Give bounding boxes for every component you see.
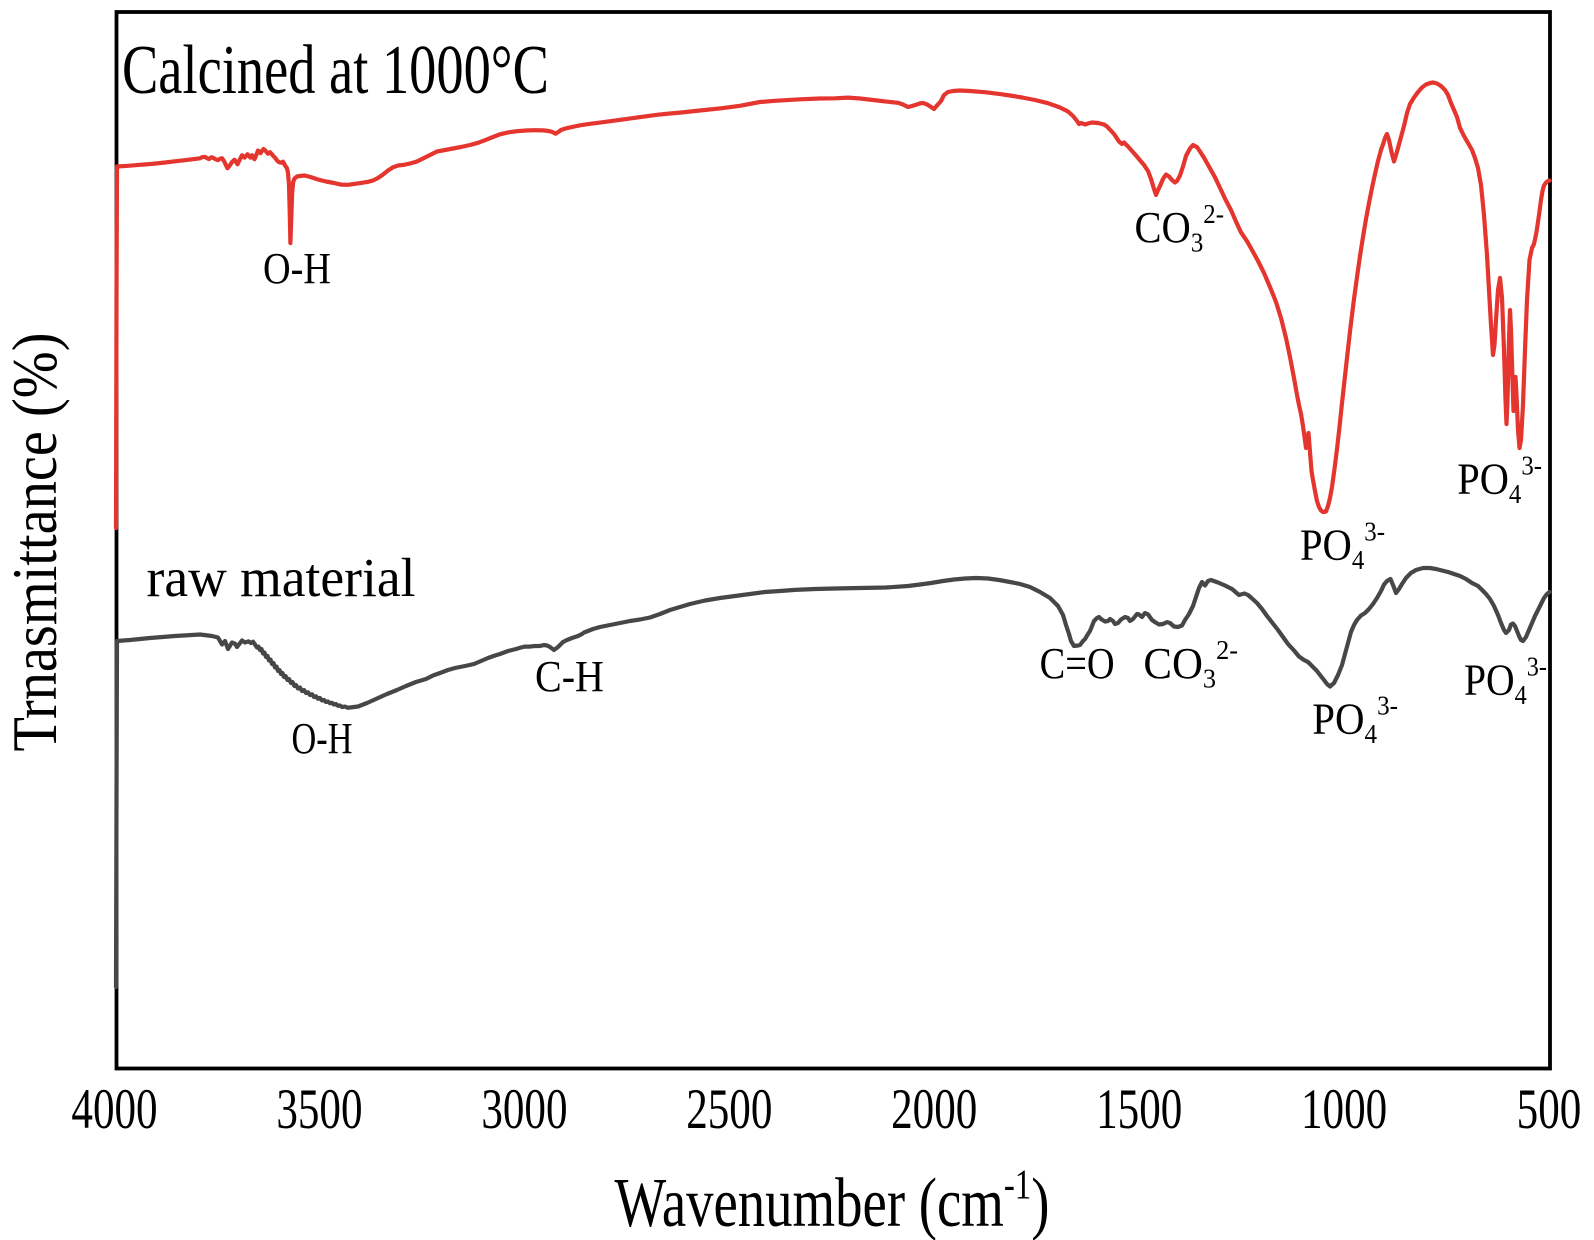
x-axis-title-main: Wavenumber (cm: [615, 1164, 1004, 1240]
annotation-c-h-7: C-H: [535, 653, 604, 701]
x-tick-4000: 4000: [71, 1077, 157, 1140]
annotation-po43--10: PO43-: [1312, 691, 1398, 750]
annotation-superscript: 3-: [1364, 517, 1385, 547]
annotation-calcinedat1000c-0: Calcined at 1000°C: [122, 30, 549, 108]
annotation-rawmaterial-1: raw material: [147, 547, 416, 608]
annotation-o-h-2: O-H: [263, 244, 331, 293]
annotation-main-text: PO: [1300, 521, 1352, 570]
annotation-main-text: CO: [1135, 204, 1191, 253]
x-tick-2000: 2000: [891, 1077, 977, 1140]
annotation-superscript: 2-: [1216, 635, 1238, 665]
annotation-o-h-6: O-H: [292, 714, 353, 763]
plot-frame: [114, 10, 1552, 1071]
y-axis-title: Trnasmittance (%): [0, 333, 71, 752]
x-tick-2500: 2500: [686, 1077, 772, 1140]
x-tick-1500: 1500: [1096, 1077, 1182, 1140]
annotation-main-text: PO: [1312, 695, 1364, 744]
x-tick-1000: 1000: [1301, 1077, 1387, 1140]
annotation-subscript: 3: [1191, 228, 1203, 258]
annotation-main-text: CO: [1143, 640, 1203, 689]
x-tick-500: 500: [1517, 1077, 1582, 1140]
x-tick-3000: 3000: [481, 1077, 567, 1140]
annotation-superscript: 2-: [1203, 199, 1224, 229]
annotation-subscript: 4: [1365, 719, 1378, 749]
annotation-po43--4: PO43-: [1300, 517, 1385, 576]
annotation-po43--11: PO43-: [1464, 651, 1547, 710]
annotation-co32--3: CO32-: [1135, 199, 1224, 258]
annotation-subscript: 4: [1509, 479, 1521, 509]
annotation-main-text: PO: [1464, 656, 1515, 704]
spectra-curves: [113, 80, 1552, 990]
annotation-subscript: 4: [1352, 545, 1364, 575]
x-axis-title-superscript: -1: [1004, 1162, 1031, 1209]
x-axis-title-tail: ): [1031, 1164, 1049, 1240]
x-tick-labels: 4000 3500 3000 2500 2000 1500 1000 500: [71, 1077, 1581, 1140]
annotation-subscript: 4: [1515, 680, 1527, 710]
annotation-co-8: C=O: [1040, 639, 1115, 688]
annotation-superscript: 3-: [1521, 451, 1542, 481]
annotation-po43--5: PO43-: [1457, 451, 1542, 510]
annotation-superscript: 3-: [1527, 651, 1547, 681]
annotation-subscript: 3: [1203, 663, 1216, 693]
annotation-co32--9: CO32-: [1143, 635, 1238, 694]
curve-calcined-1000c: [113, 80, 1552, 531]
curve-raw-material: [113, 565, 1552, 990]
x-axis-title: Wavenumber (cm-1): [615, 1162, 1050, 1240]
annotation-main-text: PO: [1457, 455, 1509, 504]
x-tick-3500: 3500: [276, 1077, 362, 1140]
annotation-superscript: 3-: [1377, 691, 1398, 721]
